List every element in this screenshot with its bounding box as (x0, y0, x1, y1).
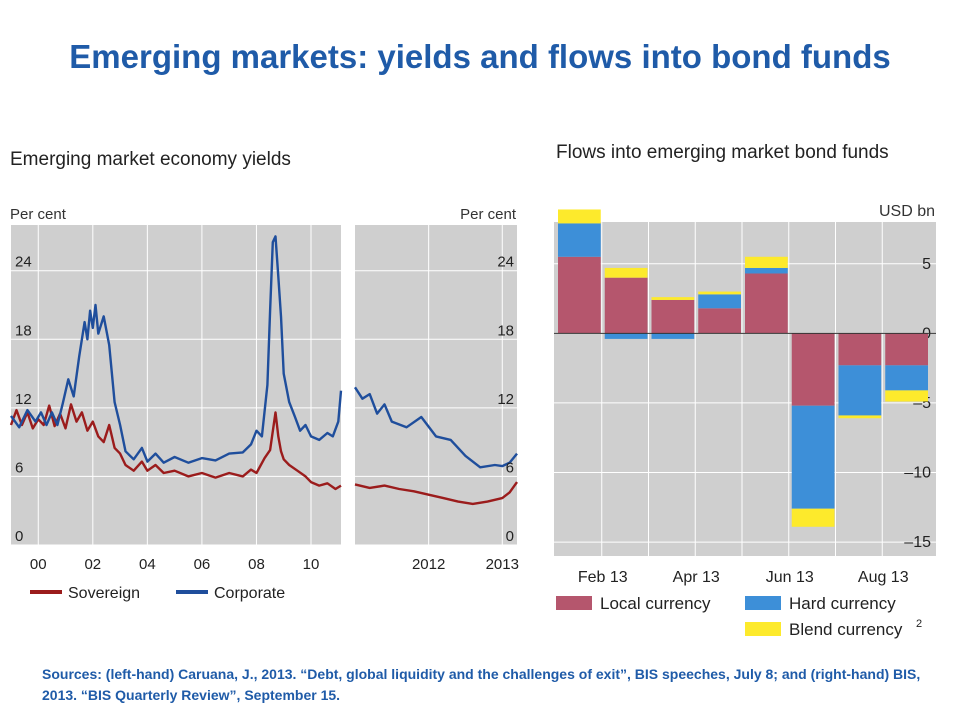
x-tick-label: 10 (303, 556, 320, 573)
bar-blend-currency-jan-13 (558, 209, 601, 224)
y-tick-label: 18 (497, 322, 514, 339)
flows-y-tick-label: –10 (904, 465, 931, 482)
x-tick-label: 00 (30, 556, 47, 573)
y-tick-label: 12 (15, 391, 32, 408)
y-tick-label: 0 (506, 528, 514, 545)
legend-label-hard-currency: Hard currency (789, 594, 896, 613)
legend-swatch-hard-currency (745, 596, 781, 610)
bar-local-currency-apr-13 (698, 308, 741, 334)
bar-local-currency-mar-13 (651, 299, 695, 334)
flows-y-axis-unit: USD bn (879, 203, 935, 220)
bar-hard-currency-jun-13 (791, 405, 835, 509)
x-tick-label: 04 (139, 556, 156, 573)
y-tick-label: 12 (497, 391, 514, 408)
bar-local-currency-aug-13 (885, 333, 928, 366)
slide-title: Emerging markets: yields and flows into … (69, 38, 891, 75)
bar-hard-currency-aug-13 (885, 365, 928, 391)
y-tick-label: 24 (15, 254, 32, 271)
bar-hard-currency-may-13 (745, 267, 788, 274)
y-tick-label: 6 (15, 459, 23, 476)
left-chart-title: Emerging market economy yields (10, 149, 291, 170)
flows-x-tick-label: Apr 13 (673, 569, 720, 586)
legend-label-blend-currency: Blend currency (789, 620, 903, 639)
bar-local-currency-jul-13 (838, 333, 882, 366)
legend-label-sovereign: Sovereign (68, 585, 140, 602)
flows-x-tick-label: Aug 13 (858, 569, 909, 586)
bar-local-currency-may-13 (745, 273, 788, 334)
yield-panel-1-background (11, 225, 341, 545)
corporate-yield-line (353, 386, 518, 469)
bar-blend-currency-mar-13 (651, 297, 695, 300)
bar-local-currency-jun-13 (791, 333, 835, 406)
x-tick-label: 2012 (412, 556, 445, 573)
sources-note: Sources: (left-hand) Caruana, J., 2013. … (42, 666, 921, 703)
flows-x-tick-label: Jun 13 (766, 569, 814, 586)
flows-y-tick-label: 5 (922, 256, 931, 273)
legend-swatch-local-currency (556, 596, 592, 610)
x-tick-label: 2013 (486, 556, 519, 573)
bar-blend-currency-may-13 (745, 256, 788, 268)
sovereign-yield-line (354, 481, 518, 506)
x-tick-label: 06 (194, 556, 211, 573)
bar-hard-currency-mar-13 (651, 333, 695, 339)
legend-footnote-marker: 2 (916, 618, 922, 630)
bar-blend-currency-jun-13 (791, 508, 835, 527)
x-tick-label: 08 (248, 556, 265, 573)
y-tick-label: 0 (15, 528, 23, 545)
bar-hard-currency-feb-13 (604, 333, 648, 339)
sovereign-yield-line (9, 403, 342, 491)
bar-local-currency-feb-13 (604, 277, 648, 334)
bar-local-currency-jan-13 (558, 256, 601, 334)
y-tick-label: 18 (15, 322, 32, 339)
bar-hard-currency-jul-13 (838, 365, 882, 416)
bar-blend-currency-apr-13 (698, 291, 741, 295)
bar-blend-currency-aug-13 (885, 390, 928, 402)
bar-blend-currency-jul-13 (838, 415, 882, 419)
y-axis-unit-right: Per cent (460, 206, 517, 223)
bar-hard-currency-apr-13 (698, 294, 741, 309)
legend-label-local-currency: Local currency (600, 594, 711, 613)
legend-label-corporate: Corporate (214, 585, 285, 602)
bar-blend-currency-feb-13 (604, 267, 648, 278)
flows-x-tick-label: Feb 13 (578, 569, 628, 586)
corporate-yield-line (10, 235, 343, 464)
y-axis-unit-left: Per cent (10, 206, 67, 223)
y-tick-label: 24 (497, 254, 514, 271)
bar-hard-currency-jan-13 (558, 223, 601, 257)
y-tick-label: 6 (506, 459, 514, 476)
legend-swatch-blend-currency (745, 622, 781, 636)
right-chart-title: Flows into emerging market bond funds (556, 142, 889, 163)
x-tick-label: 02 (84, 556, 101, 573)
flows-y-tick-label: –15 (904, 534, 931, 551)
yield-panel-2-background (355, 225, 517, 545)
